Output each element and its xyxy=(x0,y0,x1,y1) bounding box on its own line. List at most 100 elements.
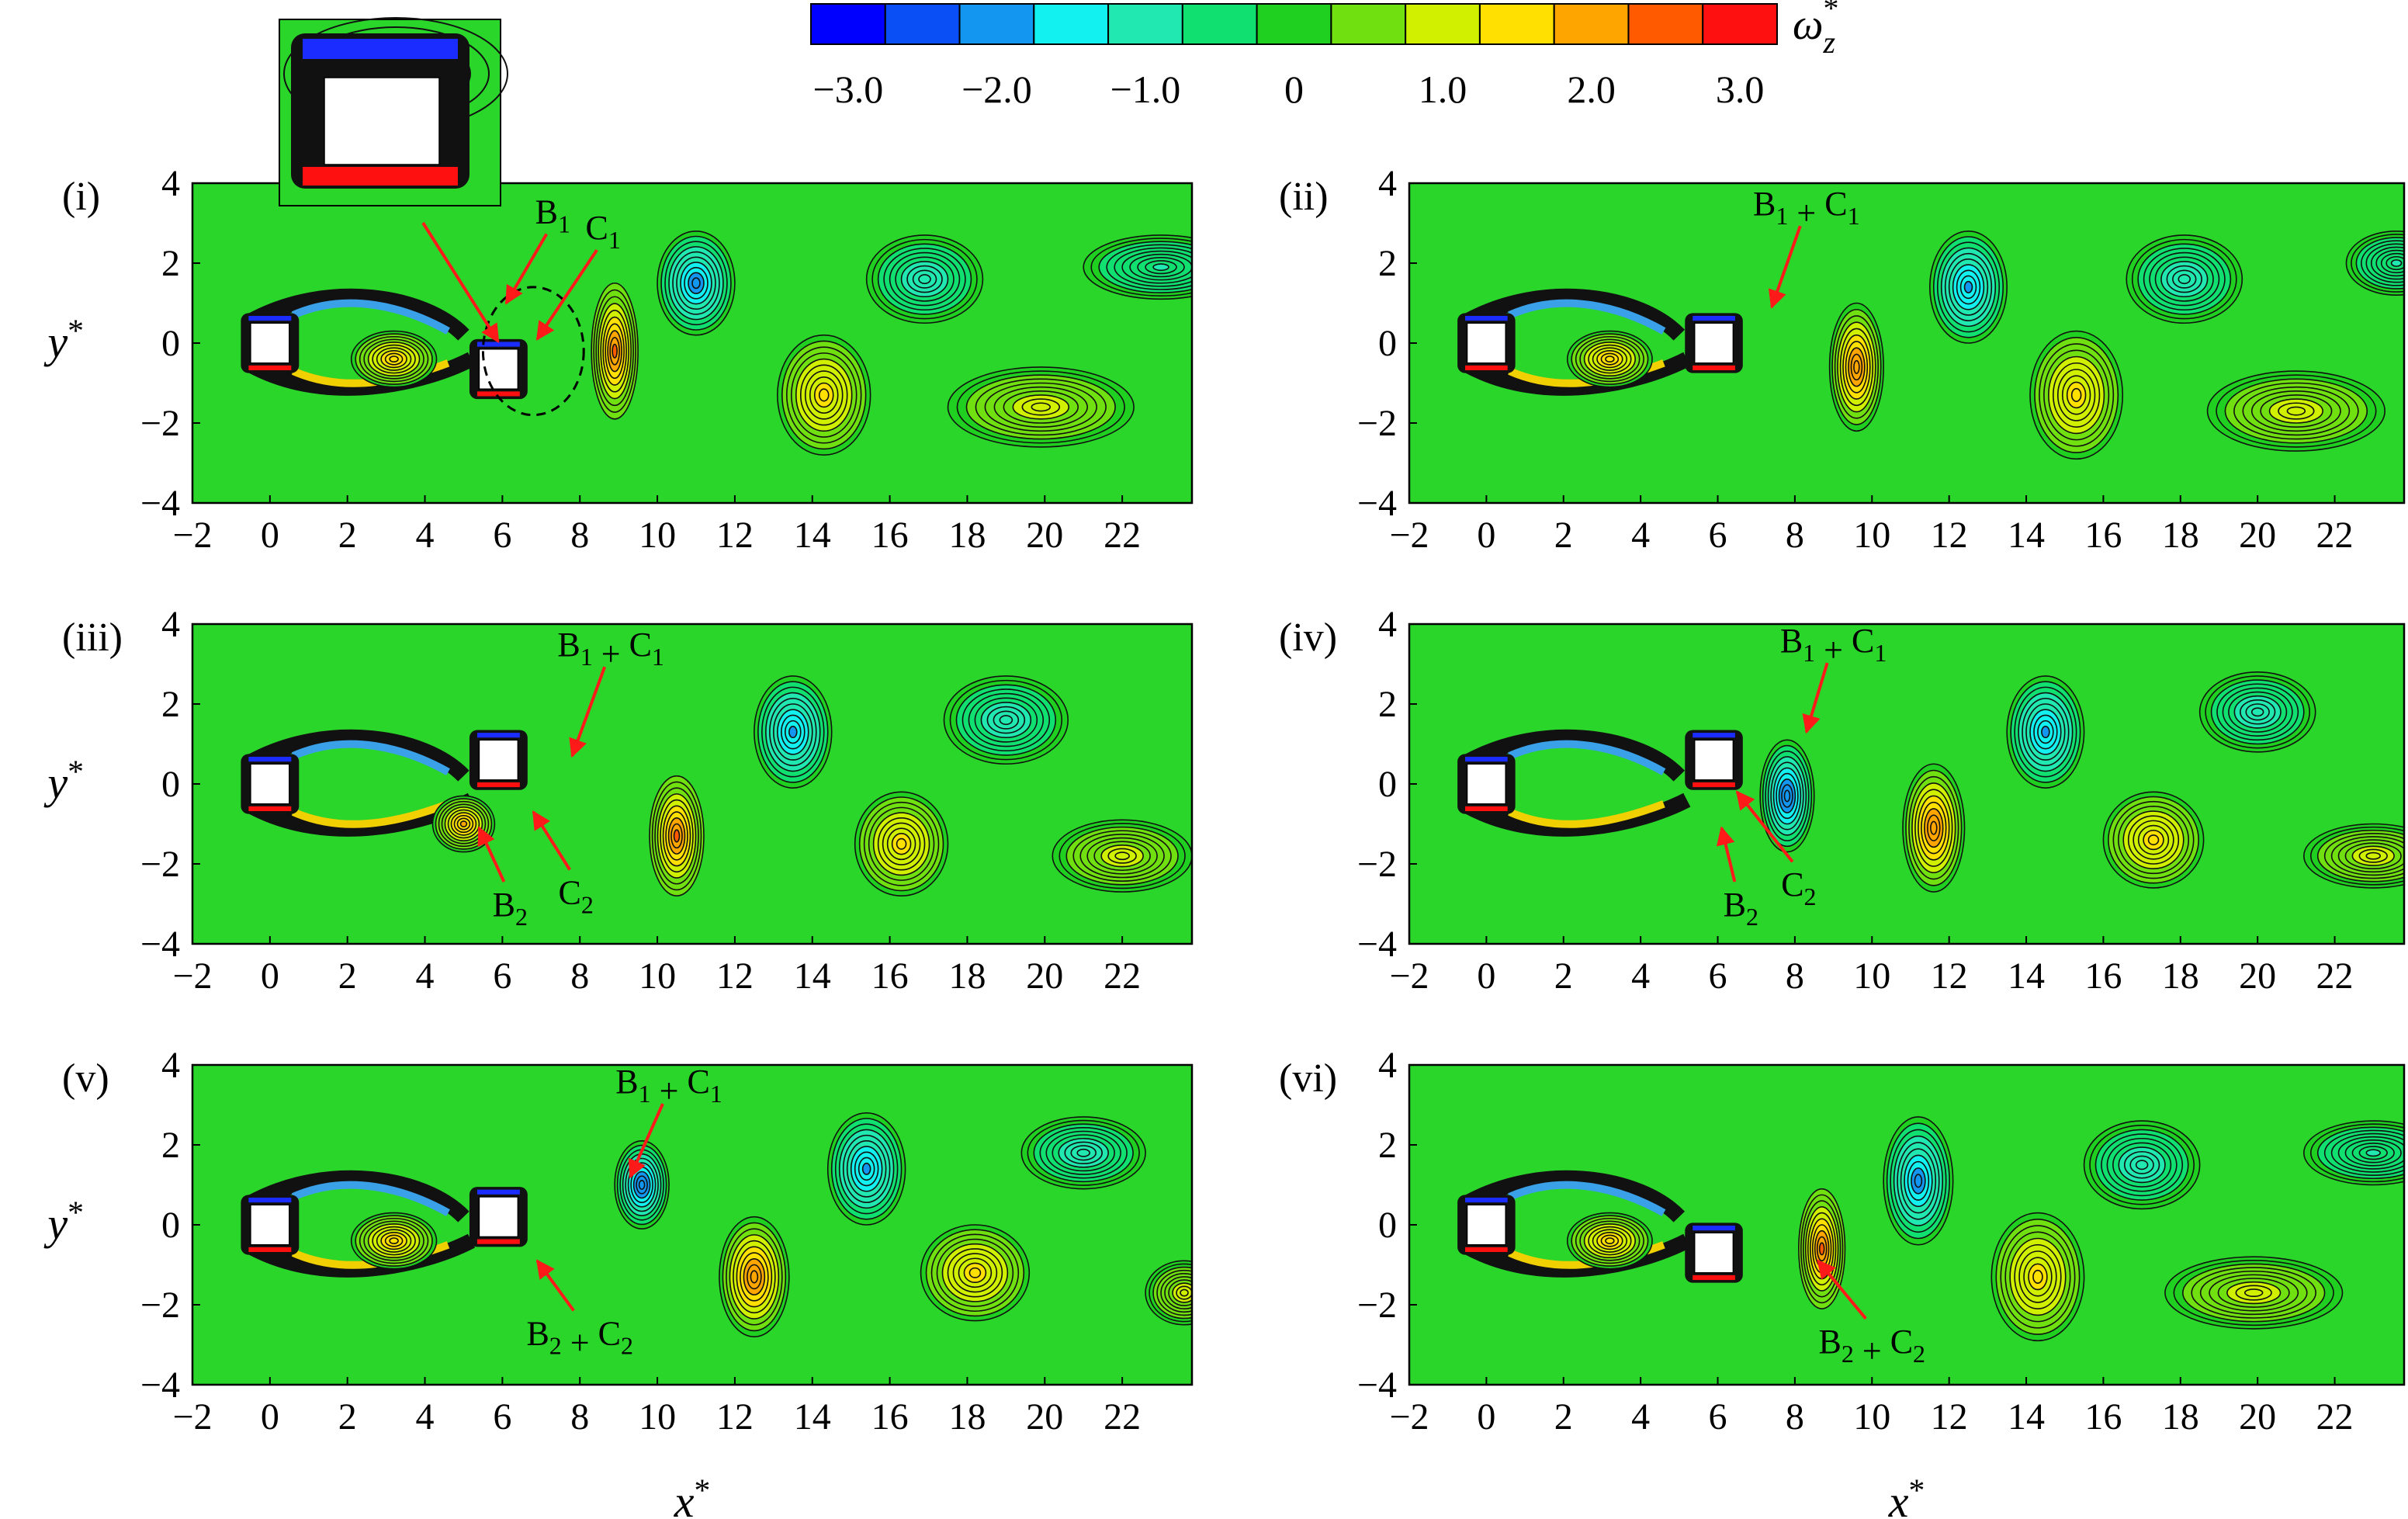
cylinder-bottom-vorticity xyxy=(476,1239,520,1244)
colorbar-swatch xyxy=(1181,3,1258,45)
x-tick-label: 8 xyxy=(570,515,589,556)
vortex-contour xyxy=(2365,1149,2381,1157)
vortex-contour xyxy=(2286,406,2306,416)
shear-layer-upper-core xyxy=(1508,1181,1666,1216)
panel-label: (i) xyxy=(62,175,100,219)
cylinder-bottom-vorticity xyxy=(476,782,520,788)
cylinder-bottom-vorticity xyxy=(1465,365,1508,371)
inset-cylinder xyxy=(324,77,440,165)
y-tick-label: −4 xyxy=(1357,1365,1397,1406)
vortex-contour xyxy=(1605,355,1615,363)
vortex-contour xyxy=(673,829,681,843)
cylinder-top-vorticity xyxy=(1465,1197,1508,1203)
cylinder-bottom-vorticity xyxy=(1465,806,1508,812)
x-tick-label: 10 xyxy=(1853,1396,1890,1438)
vortex-contour xyxy=(691,277,701,290)
y-tick-label: 4 xyxy=(1378,604,1397,645)
x-tick-label: −2 xyxy=(172,955,212,997)
colorbar-swatch xyxy=(1256,3,1332,45)
vortex-contour xyxy=(1076,1148,1091,1157)
x-axis-label: x* xyxy=(1888,1473,1925,1519)
vortex-contour xyxy=(612,343,618,359)
annotation-label: B2 + C2 xyxy=(526,1315,633,1362)
annotation-label: B1 + C1 xyxy=(1753,185,1860,232)
x-tick-label: 8 xyxy=(1786,955,1804,997)
shear-layer-lower-core xyxy=(1508,800,1665,828)
cylinder-top-vorticity xyxy=(1693,733,1735,738)
y-tick-label: 0 xyxy=(1378,764,1397,805)
colorbar-swatch xyxy=(884,3,961,45)
vortex-contour xyxy=(2032,1269,2043,1284)
shear-layer-upper-core xyxy=(1508,299,1666,335)
vortex-contour xyxy=(389,1237,399,1245)
panel-label: (iii) xyxy=(62,616,123,660)
x-tick-label: 10 xyxy=(639,1396,676,1438)
contour-group xyxy=(1457,1116,2404,1342)
y-tick-label: 0 xyxy=(1378,323,1397,364)
shear-layer-lower xyxy=(247,1233,476,1278)
flow-field xyxy=(192,624,1192,944)
x-tick-label: 14 xyxy=(2008,515,2045,556)
x-tick-label: 4 xyxy=(1631,515,1650,556)
downstream-cylinder xyxy=(1693,739,1734,781)
vortex-contour xyxy=(999,715,1013,726)
x-tick-label: 14 xyxy=(794,1396,831,1438)
y-tick-label: 0 xyxy=(161,1205,180,1246)
x-tick-label: −2 xyxy=(172,1396,212,1438)
y-axis-label: y* xyxy=(43,1195,84,1249)
x-tick-label: 18 xyxy=(2162,955,2199,997)
cylinder-top-vorticity xyxy=(1693,1226,1735,1231)
annotation-label: C2 xyxy=(559,874,594,919)
x-tick-label: −2 xyxy=(1389,955,1429,997)
colorbar-swatch xyxy=(1033,3,1110,45)
y-tick-label: −4 xyxy=(1357,924,1397,965)
colorbar-swatch xyxy=(1478,3,1555,45)
vortex-contour xyxy=(1783,789,1791,803)
vortex-contour xyxy=(788,726,798,739)
cylinder-bottom-vorticity xyxy=(248,365,292,371)
shear-layer-upper-core xyxy=(291,1181,450,1216)
annotation-label: B2 xyxy=(493,886,528,931)
vortex-contour xyxy=(1914,1174,1923,1188)
x-tick-label: 0 xyxy=(261,515,279,556)
x-tick-label: 18 xyxy=(2162,1396,2199,1438)
cylinder-top-vorticity xyxy=(248,1197,292,1203)
vortex-contour xyxy=(1152,263,1169,272)
upstream-cylinder xyxy=(250,763,290,805)
y-tick-label: −4 xyxy=(140,483,180,524)
zoom-inset xyxy=(279,17,508,344)
x-tick-label: 10 xyxy=(639,515,676,556)
x-tick-label: 12 xyxy=(716,1396,754,1438)
vortex-contour xyxy=(968,1267,982,1278)
x-tick-label: 4 xyxy=(1631,955,1650,997)
cylinder-top-vorticity xyxy=(476,733,520,738)
x-tick-label: 10 xyxy=(1853,515,1890,556)
y-tick-label: 2 xyxy=(1378,684,1397,725)
cylinder-bottom-vorticity xyxy=(1465,1247,1508,1253)
x-tick-label: 12 xyxy=(1931,955,1968,997)
colorbar-tick-label: −2.0 xyxy=(961,68,1032,111)
x-tick-label: 4 xyxy=(416,515,435,556)
x-tick-label: 20 xyxy=(1026,1396,1063,1438)
vortex-contour xyxy=(918,274,931,285)
colorbar-tick-label: −1.0 xyxy=(1110,68,1181,111)
vortex-contour xyxy=(1180,1288,1189,1297)
upstream-cylinder xyxy=(250,322,290,364)
cylinder-top-vorticity xyxy=(248,315,292,321)
x-tick-label: 14 xyxy=(794,515,831,556)
cylinder-top-vorticity xyxy=(1465,315,1508,321)
y-tick-label: −2 xyxy=(140,403,180,444)
x-tick-label: 8 xyxy=(570,955,589,997)
x-tick-label: 14 xyxy=(2008,1396,2045,1438)
shear-layer-upper xyxy=(247,729,469,782)
downstream-cylinder xyxy=(478,739,519,781)
shear-layer-lower xyxy=(1463,1233,1691,1278)
y-tick-label: 2 xyxy=(161,1125,180,1166)
vortex-contour xyxy=(1605,1237,1615,1245)
annotation-label: B2 xyxy=(1724,886,1758,931)
y-tick-label: −4 xyxy=(1357,483,1397,524)
y-tick-label: 0 xyxy=(161,323,180,364)
